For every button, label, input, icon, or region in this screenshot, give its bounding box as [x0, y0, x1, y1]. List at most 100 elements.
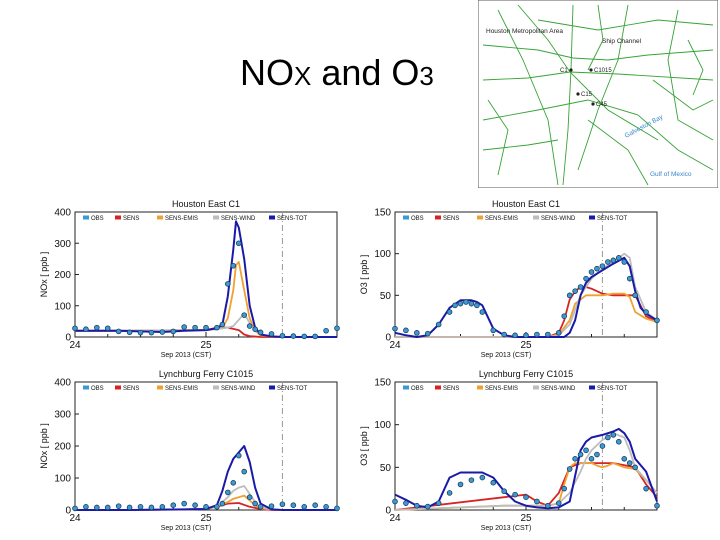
obs-point [290, 502, 297, 509]
legend-swatch [83, 215, 89, 220]
obs-point [621, 455, 628, 462]
legend-swatch [403, 385, 409, 390]
y-tick-label: 300 [54, 410, 71, 421]
obs-point [588, 269, 595, 275]
obs-point [555, 330, 562, 336]
legend-label: SENS-WIND [221, 216, 256, 222]
obs-point [626, 275, 633, 282]
obs-point [268, 331, 275, 337]
y-axis-label: NOx [ ppb ] [39, 423, 49, 469]
y-tick-label: 0 [65, 333, 71, 344]
x-tick-label: 24 [389, 513, 401, 524]
obs-point [392, 498, 398, 505]
x-tick-label: 25 [520, 340, 532, 351]
legend-swatch [269, 215, 275, 220]
y-tick-label: 50 [380, 291, 392, 302]
y-tick-label: 100 [374, 420, 391, 431]
obs-point [115, 503, 122, 509]
obs-point [159, 329, 166, 335]
obs-point [534, 498, 540, 505]
obs-point [599, 263, 606, 269]
obs-point [94, 324, 100, 331]
legend-swatch [213, 385, 219, 390]
legend-swatch [435, 215, 441, 220]
map-road [667, 9, 714, 141]
obs-point [104, 504, 111, 511]
plot-frame [74, 211, 338, 338]
obs-point [148, 504, 155, 511]
obs-point [334, 325, 340, 332]
obs-point [468, 477, 475, 483]
obs-point [490, 479, 497, 486]
map-label-ship-channel: Ship Channel [602, 38, 642, 45]
obs-point [424, 503, 431, 510]
obs-point [301, 333, 308, 340]
obs-point [214, 503, 220, 510]
legend-label: OBS [411, 216, 424, 222]
legend-swatch [477, 215, 483, 220]
obs-point [615, 255, 622, 261]
obs-point [170, 328, 177, 335]
plot-frame [394, 211, 658, 338]
obs-point [632, 292, 638, 299]
map-road [482, 44, 714, 61]
map-road [587, 119, 649, 186]
x-tick-label: 24 [69, 513, 81, 524]
obs-point [463, 299, 469, 305]
obs-point [523, 494, 529, 501]
obs-point [72, 325, 78, 332]
obs-point [599, 443, 606, 449]
map-road [687, 39, 704, 96]
obs-point [225, 281, 231, 287]
obs-point [252, 326, 258, 332]
x-axis-label: Sep 2013 (CST) [481, 525, 532, 532]
title-and-o: and O [311, 52, 420, 93]
map-road [497, 9, 559, 186]
obs-point [626, 460, 633, 466]
y-tick-label: 150 [374, 208, 391, 219]
legend-label: OBS [91, 216, 104, 222]
obs-point [501, 331, 507, 338]
map-label-c1015: C1015 [594, 68, 612, 74]
legend-swatch [589, 385, 595, 390]
obs-point [512, 332, 518, 339]
obs-point [137, 329, 144, 336]
chart-title: Houston East C1 [492, 199, 560, 209]
obs-point [170, 502, 177, 509]
legend-swatch [435, 385, 441, 390]
legend-swatch [115, 385, 121, 390]
obs-point [501, 488, 507, 495]
obs-point [583, 447, 589, 454]
legend-label: SENS-TOT [277, 216, 308, 222]
legend-label: SENS [123, 386, 139, 392]
map-road [537, 19, 714, 31]
obs-point [192, 502, 198, 509]
legend-swatch [157, 215, 163, 220]
obs-point [252, 500, 258, 507]
obs-point [312, 502, 318, 509]
obs-point [312, 333, 318, 340]
plot-frame [74, 381, 338, 511]
legend-swatch [269, 385, 275, 390]
obs-point [219, 500, 226, 507]
obs-point [392, 325, 398, 332]
series-line-sens-wind [394, 432, 658, 511]
obs-point [235, 240, 242, 247]
obs-point [555, 500, 562, 506]
obs-point [534, 331, 540, 338]
legend-label: SENS-WIND [221, 386, 256, 392]
obs-point [257, 503, 264, 510]
obs-point [561, 313, 568, 319]
obs-point [181, 500, 187, 507]
obs-point [104, 325, 111, 332]
obs-point [577, 451, 584, 458]
y-tick-label: 0 [65, 506, 71, 517]
obs-point [572, 455, 578, 462]
series-line-sens-tot [75, 220, 337, 338]
map-road [587, 4, 604, 71]
obs-point [572, 288, 578, 294]
map-road [482, 99, 714, 171]
y-tick-label: 100 [374, 249, 391, 260]
